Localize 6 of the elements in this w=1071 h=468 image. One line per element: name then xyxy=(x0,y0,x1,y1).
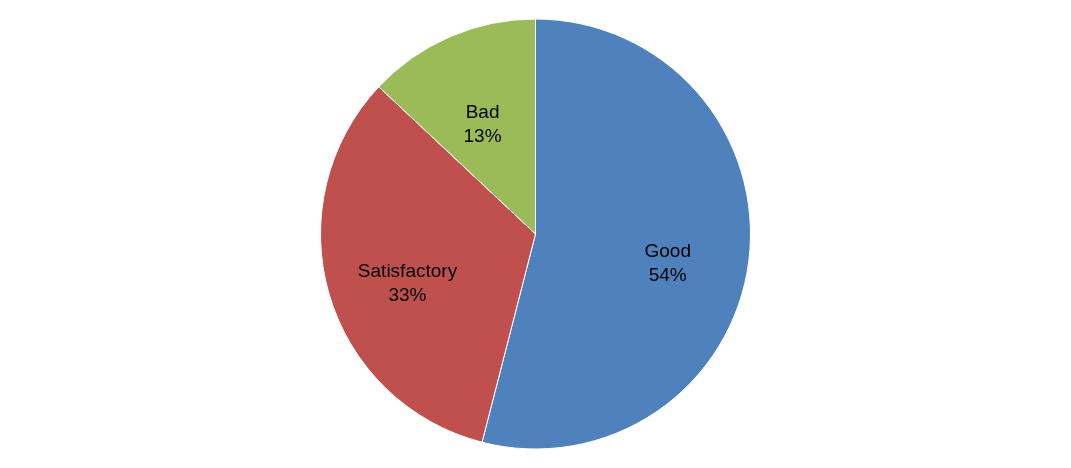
data-label: 54% xyxy=(648,263,687,285)
data-label: 33% xyxy=(388,284,427,306)
slice-label: Satisfactory xyxy=(357,260,458,282)
slice-label: Good xyxy=(644,239,691,261)
slice-label: Bad xyxy=(465,100,500,122)
data-label: 13% xyxy=(463,124,502,146)
